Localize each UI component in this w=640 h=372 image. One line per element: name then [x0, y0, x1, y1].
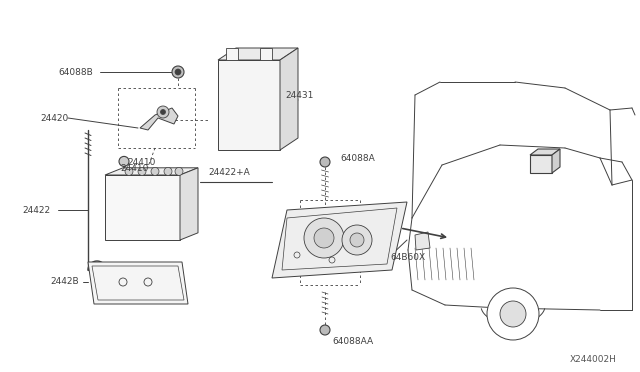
Circle shape — [304, 218, 344, 258]
Polygon shape — [415, 232, 430, 250]
Polygon shape — [260, 48, 272, 60]
Circle shape — [320, 325, 330, 335]
Polygon shape — [530, 149, 560, 155]
Text: 64B60X: 64B60X — [390, 253, 425, 263]
Text: 24422+A: 24422+A — [208, 167, 250, 176]
Circle shape — [350, 233, 364, 247]
Circle shape — [342, 225, 372, 255]
Polygon shape — [226, 48, 238, 60]
Circle shape — [175, 167, 183, 176]
Text: 2442B: 2442B — [50, 278, 79, 286]
Text: 24420: 24420 — [40, 113, 68, 122]
Polygon shape — [530, 155, 552, 173]
Circle shape — [487, 288, 539, 340]
Polygon shape — [180, 168, 198, 240]
Circle shape — [119, 156, 129, 166]
Circle shape — [314, 228, 334, 248]
Polygon shape — [218, 48, 298, 60]
Text: 24431: 24431 — [285, 90, 314, 99]
Circle shape — [320, 157, 330, 167]
Text: 64088A: 64088A — [340, 154, 375, 163]
Circle shape — [125, 167, 133, 176]
Circle shape — [500, 301, 526, 327]
Circle shape — [157, 106, 169, 118]
Text: X244002H: X244002H — [570, 356, 617, 365]
Polygon shape — [280, 48, 298, 150]
Polygon shape — [140, 108, 178, 130]
Text: 24410: 24410 — [120, 164, 148, 173]
Polygon shape — [552, 149, 560, 173]
Circle shape — [164, 167, 172, 176]
Polygon shape — [218, 60, 280, 150]
Text: 64088AA: 64088AA — [332, 337, 373, 346]
Polygon shape — [272, 202, 407, 278]
Polygon shape — [105, 175, 180, 240]
Text: 24422: 24422 — [22, 205, 50, 215]
Circle shape — [151, 167, 159, 176]
Text: 64088B: 64088B — [58, 67, 93, 77]
Circle shape — [172, 66, 184, 78]
Circle shape — [161, 109, 166, 115]
Circle shape — [175, 69, 181, 75]
Polygon shape — [105, 168, 198, 175]
Circle shape — [138, 167, 146, 176]
Polygon shape — [88, 262, 188, 304]
Text: 24410: 24410 — [127, 157, 156, 167]
